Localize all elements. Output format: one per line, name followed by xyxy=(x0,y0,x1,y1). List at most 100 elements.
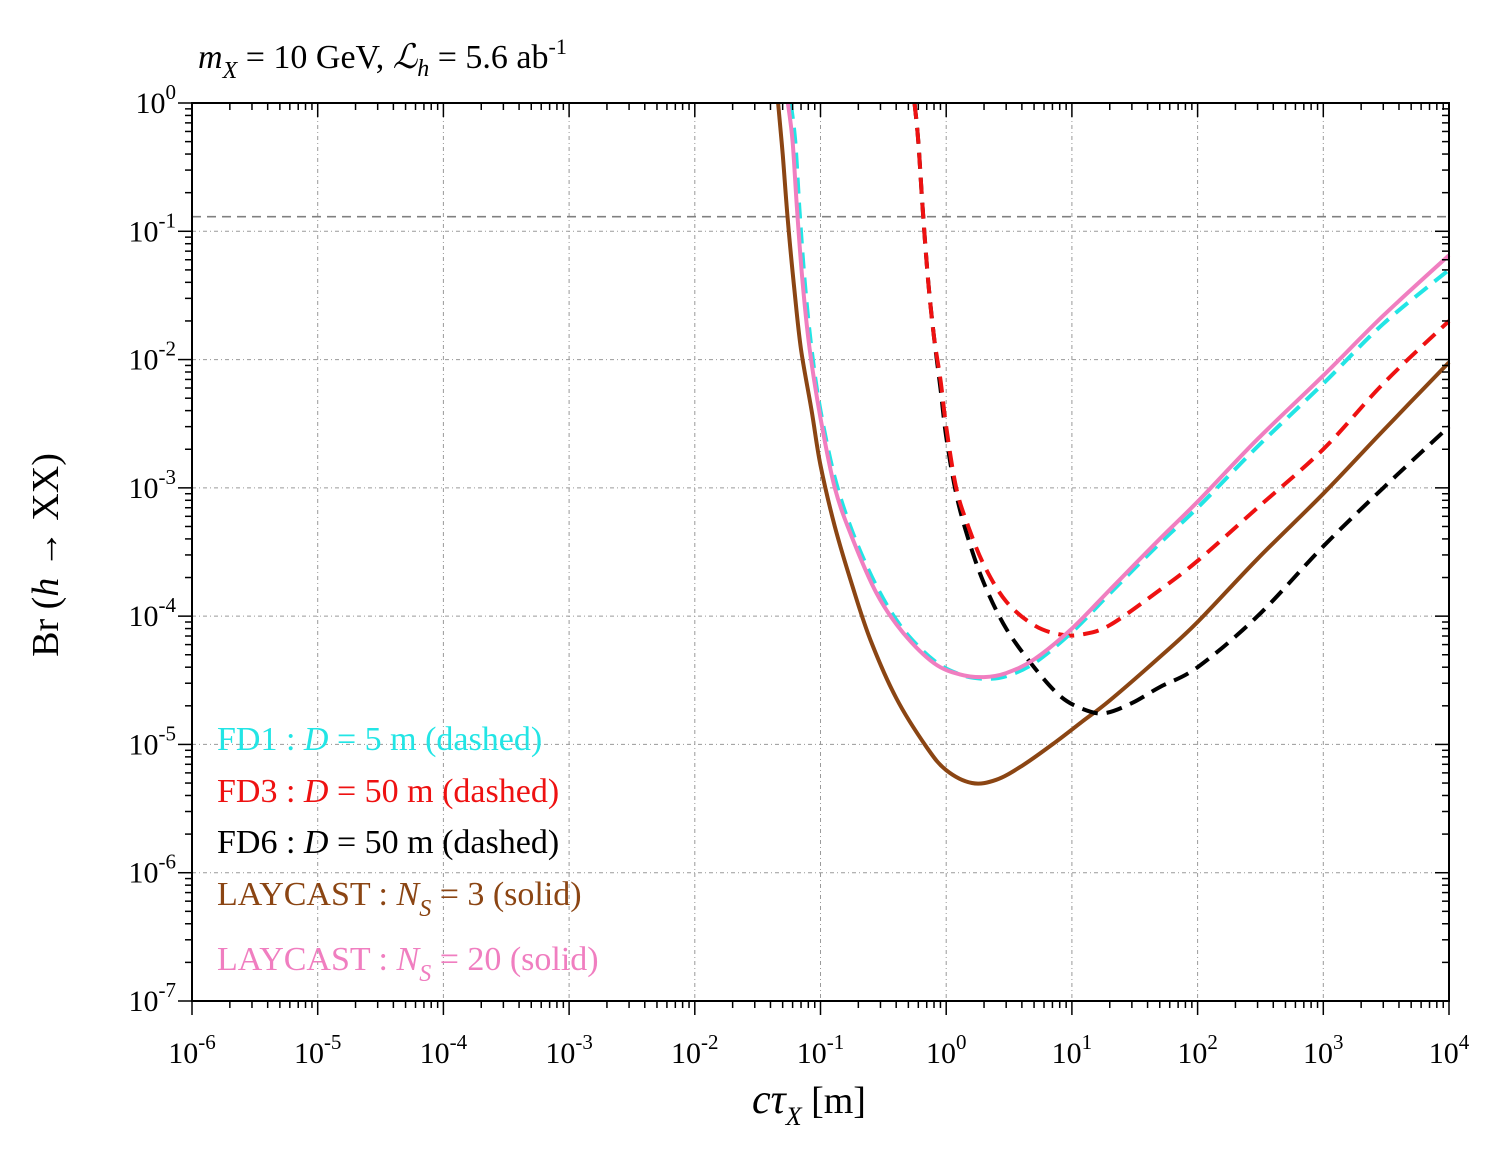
y-tick-label-base: 10 xyxy=(129,857,159,890)
y-tick-label: 10-4 xyxy=(129,593,177,633)
legend-prefix: LAYCAST : xyxy=(217,876,397,913)
legend-var: D xyxy=(303,773,329,810)
y-tick-label: 10-5 xyxy=(129,721,177,761)
x-tick-label: 10-4 xyxy=(420,1030,468,1070)
title-m-value: = 10 GeV, xyxy=(237,39,393,76)
x-tick-label-exp: 4 xyxy=(1459,1030,1470,1054)
x-tick-label-exp: -3 xyxy=(575,1030,593,1054)
x-tick-label-base: 10 xyxy=(545,1037,575,1070)
y-tick-label-base: 10 xyxy=(129,600,159,633)
legend-var: D xyxy=(303,824,329,861)
x-tick-label: 10-2 xyxy=(671,1030,719,1070)
x-tick-label-exp: 2 xyxy=(1207,1030,1218,1054)
y-tick-label-base: 10 xyxy=(129,985,159,1018)
x-tick-label: 104 xyxy=(1429,1030,1470,1070)
x-tick-label: 10-6 xyxy=(168,1030,216,1070)
title-lumi-sup: -1 xyxy=(549,34,567,59)
y-tick-label: 100 xyxy=(136,80,177,120)
x-tick-label: 103 xyxy=(1303,1030,1344,1070)
x-tick-label-exp: -1 xyxy=(827,1030,845,1054)
legend: FD1 : D = 5 m (dashed) FD3 : D = 50 m (da… xyxy=(217,721,599,987)
title-lumi-sub: h xyxy=(417,56,429,82)
series-line-fd3 xyxy=(912,102,1451,638)
y-tick-label-exp: -2 xyxy=(159,337,177,361)
y-tick-label-exp: -7 xyxy=(159,978,177,1002)
legend-var-sub: S xyxy=(419,896,431,922)
legend-entry: LAYCAST : NS = 20 (solid) xyxy=(217,941,599,987)
y-tick-label-base: 10 xyxy=(129,472,159,505)
legend-suffix: = 20 (solid) xyxy=(431,941,598,978)
y-tick-label-exp: -5 xyxy=(159,721,177,745)
x-axis-title-sub: X xyxy=(785,1102,803,1131)
series-line-laycast-n-s-20 xyxy=(785,102,1451,680)
title-m-sub: X xyxy=(222,58,239,84)
x-tick-label: 10-5 xyxy=(294,1030,342,1070)
y-axis-title-post: → XX) xyxy=(25,453,67,578)
series-line-fd1 xyxy=(788,102,1451,681)
ticks-layer xyxy=(178,102,1450,1015)
y-tick-label-exp: -6 xyxy=(159,850,177,874)
y-tick-label: 10-2 xyxy=(129,337,177,377)
legend-entry: FD6 : D = 50 m (dashed) xyxy=(217,824,559,861)
x-tick-label: 10-1 xyxy=(797,1030,845,1070)
title-lumi-value: = 5.6 ab xyxy=(429,39,548,76)
y-axis-title-italic: h xyxy=(25,578,67,597)
x-axis-title-main: cτ xyxy=(752,1077,788,1123)
x-tick-label-exp: 1 xyxy=(1082,1030,1093,1054)
legend-suffix: = 50 m (dashed) xyxy=(328,773,559,810)
y-tick-label: 10-6 xyxy=(129,850,177,890)
y-tick-label-exp: -3 xyxy=(159,465,177,489)
legend-prefix: FD1 : xyxy=(217,721,304,758)
tick-labels-layer: 10-6 10-5 10-4 10-3 10-2 10-1 100 101 102 103 1041… xyxy=(129,80,1470,1070)
grid-layer xyxy=(192,103,1449,1001)
x-tick-label-base: 10 xyxy=(420,1037,450,1070)
y-tick-label: 10-3 xyxy=(129,465,177,505)
title-m-symbol: m xyxy=(198,39,223,76)
x-tick-label-exp: -6 xyxy=(198,1030,216,1054)
x-tick-label-exp: 0 xyxy=(956,1030,967,1054)
x-tick-label-exp: -5 xyxy=(324,1030,342,1054)
x-tick-label: 100 xyxy=(926,1030,967,1070)
y-axis-title-pre: Br ( xyxy=(25,597,67,657)
x-tick-label: 10-3 xyxy=(545,1030,593,1070)
y-tick-label-base: 10 xyxy=(129,344,159,377)
legend-suffix: = 50 m (dashed) xyxy=(328,824,559,861)
legend-suffix: = 5 m (dashed) xyxy=(328,721,542,758)
legend-prefix: FD6 : xyxy=(217,824,304,861)
legend-var: N xyxy=(396,876,422,913)
legend-var-sub: S xyxy=(419,961,431,987)
x-tick-label-base: 10 xyxy=(1052,1037,1082,1070)
y-axis-title: Br (h → XX) xyxy=(25,453,67,657)
y-tick-label-base: 10 xyxy=(136,87,166,120)
x-tick-label: 101 xyxy=(1052,1030,1093,1070)
legend-entry: FD3 : D = 50 m (dashed) xyxy=(217,773,559,810)
title-lumi-symbol: ℒ xyxy=(393,39,419,76)
x-tick-label-base: 10 xyxy=(168,1037,198,1070)
y-tick-label-exp: -1 xyxy=(159,208,177,232)
y-tick-label-base: 10 xyxy=(129,728,159,761)
legend-entry: FD1 : D = 5 m (dashed) xyxy=(217,721,542,758)
y-tick-label-exp: -4 xyxy=(159,593,177,617)
series-layer xyxy=(776,102,1451,786)
series-line-fd6 xyxy=(912,102,1451,716)
x-axis-title-unit: [m] xyxy=(802,1080,866,1122)
y-tick-label: 10-1 xyxy=(129,208,177,248)
legend-entry: LAYCAST : NS = 3 (solid) xyxy=(217,876,582,922)
series-line-laycast-n-s-3 xyxy=(776,102,1451,786)
y-tick-label-exp: 0 xyxy=(166,80,177,104)
legend-prefix: FD3 : xyxy=(217,773,304,810)
x-tick-label-base: 10 xyxy=(1177,1037,1207,1070)
x-tick-label-exp: -2 xyxy=(701,1030,719,1054)
y-tick-label-base: 10 xyxy=(129,215,159,248)
x-tick-label-base: 10 xyxy=(926,1037,956,1070)
y-tick-label: 10-7 xyxy=(129,978,177,1018)
x-axis-title: cτX [m] xyxy=(752,1077,866,1131)
x-tick-label-base: 10 xyxy=(671,1037,701,1070)
x-tick-label: 102 xyxy=(1177,1030,1218,1070)
legend-var: N xyxy=(396,941,422,978)
x-tick-label-base: 10 xyxy=(294,1037,324,1070)
x-tick-label-base: 10 xyxy=(1429,1037,1459,1070)
legend-var: D xyxy=(303,721,329,758)
x-tick-label-exp: 3 xyxy=(1333,1030,1344,1054)
